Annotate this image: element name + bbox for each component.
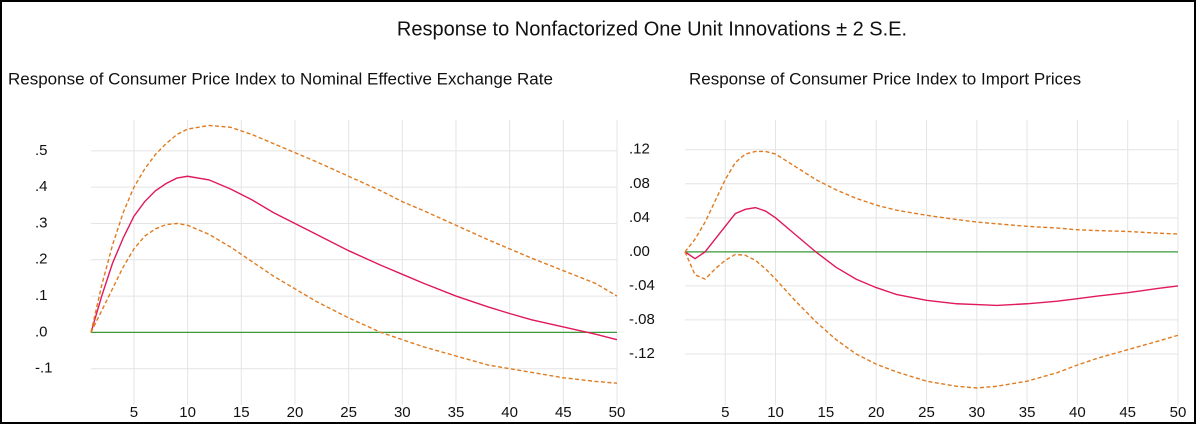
y-tick-label: .0 (35, 323, 48, 340)
x-tick-label: 40 (501, 404, 518, 421)
y-tick-label: .4 (35, 178, 48, 195)
y-tick-label: -.1 (35, 360, 53, 377)
y-tick-label: .04 (629, 209, 650, 226)
series-line (90, 175, 618, 341)
series-line (684, 251, 1179, 389)
x-tick-label: 50 (609, 404, 626, 421)
x-tick-label: 15 (818, 404, 835, 421)
y-tick-label: .00 (629, 243, 650, 260)
y-tick-label: -.08 (629, 311, 655, 328)
y-tick-label: -.04 (629, 277, 655, 294)
x-tick-label: 10 (179, 404, 196, 421)
x-tick-label: 10 (767, 404, 784, 421)
y-tick-label: .5 (35, 142, 48, 159)
series-line (90, 124, 618, 333)
panel-title: Response of Consumer Price Index to Impo… (689, 69, 1081, 88)
y-tick-label: .2 (35, 251, 48, 268)
x-tick-label: 20 (287, 404, 304, 421)
x-tick-label: 30 (394, 404, 411, 421)
series-line (90, 222, 618, 384)
y-tick-label: .12 (629, 141, 650, 158)
x-tick-label: 25 (340, 404, 357, 421)
series-line (684, 206, 1179, 307)
x-tick-label: 35 (1019, 404, 1036, 421)
x-tick-label: 50 (1170, 404, 1187, 421)
y-tick-label: .08 (629, 175, 650, 192)
y-tick-label: -.12 (629, 345, 655, 362)
x-tick-label: 20 (868, 404, 885, 421)
x-tick-label: 25 (918, 404, 935, 421)
x-tick-label: 30 (968, 404, 985, 421)
x-tick-label: 15 (233, 404, 250, 421)
x-tick-label: 35 (448, 404, 465, 421)
y-tick-label: .1 (35, 287, 48, 304)
x-tick-label: 5 (130, 404, 138, 421)
x-tick-label: 40 (1069, 404, 1086, 421)
x-tick-label: 45 (555, 404, 572, 421)
x-tick-label: 45 (1119, 404, 1136, 421)
panel-title: Response of Consumer Price Index to Nomi… (8, 69, 553, 88)
figure-title: Response to Nonfactorized One Unit Innov… (397, 18, 907, 40)
x-tick-label: 5 (721, 404, 729, 421)
y-tick-label: .3 (35, 214, 48, 231)
series-line (684, 150, 1179, 253)
